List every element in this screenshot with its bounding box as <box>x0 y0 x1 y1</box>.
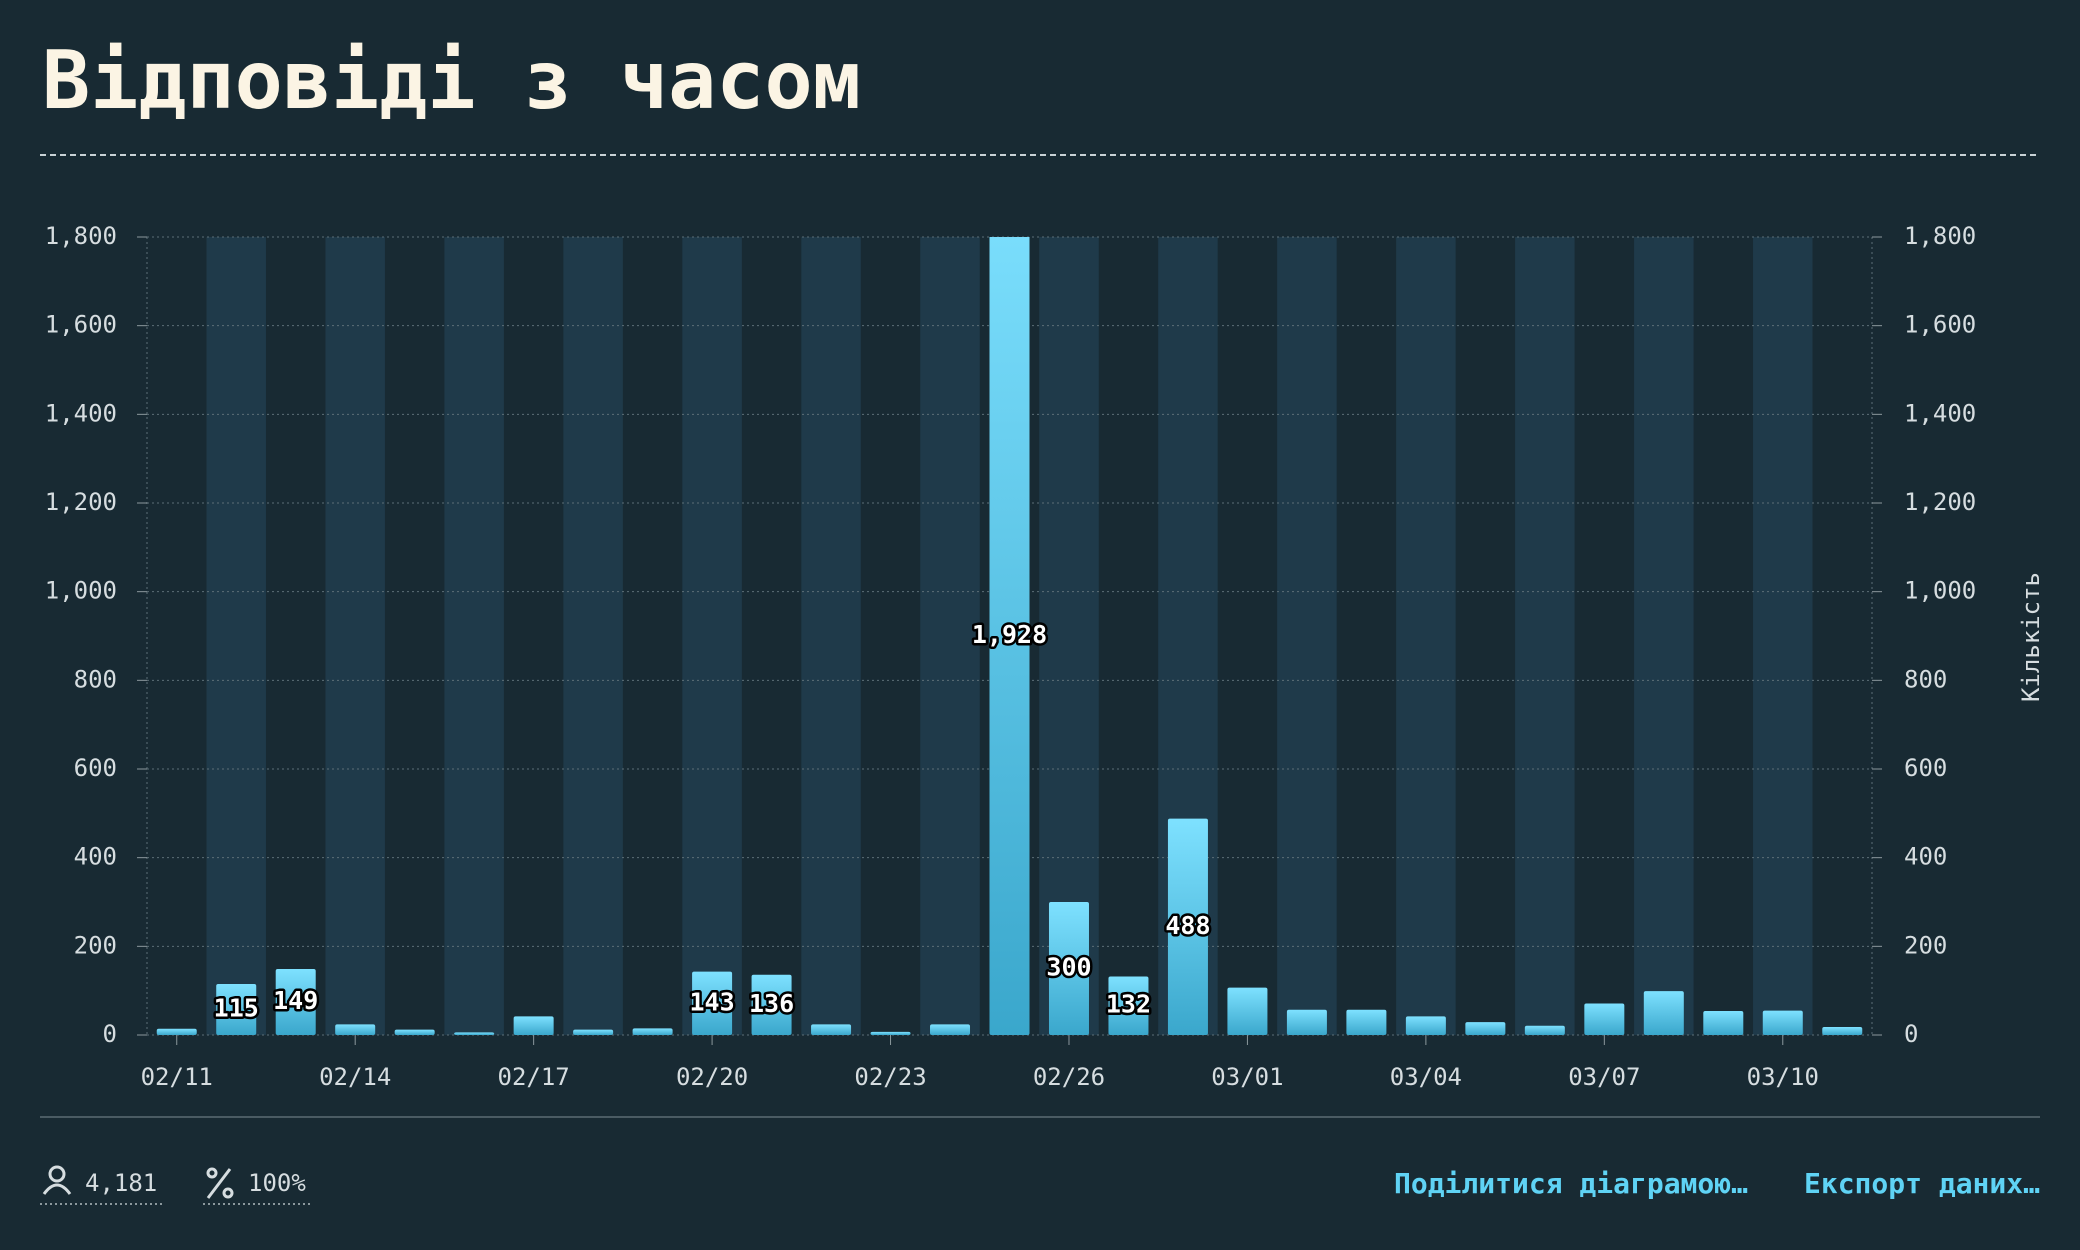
data-label: 300 <box>1046 953 1091 982</box>
bar <box>1167 818 1208 1035</box>
bar <box>1703 1011 1744 1035</box>
bar <box>1108 976 1149 1035</box>
bar <box>1346 1009 1387 1035</box>
y-tick-label: 400 <box>74 843 117 871</box>
percent-icon <box>206 1167 234 1199</box>
y-tick-label: 0 <box>103 1020 117 1048</box>
column-band <box>1634 237 1694 1035</box>
x-tick-label: 02/23 <box>854 1063 926 1091</box>
bar <box>1762 1010 1803 1035</box>
data-label: 132 <box>1106 990 1151 1019</box>
respondents-icon <box>42 1165 72 1195</box>
column-band <box>206 237 266 1035</box>
completion-rate: 100% <box>248 1169 306 1197</box>
y2-tick-label: 400 <box>1904 843 1947 871</box>
x-tick-label: 03/01 <box>1211 1063 1283 1091</box>
x-tick-label: 03/04 <box>1390 1063 1462 1091</box>
x-tick-label: 03/10 <box>1747 1063 1819 1091</box>
y2-axis-label: Кількість <box>2017 572 2045 702</box>
y2-tick-label: 1,200 <box>1904 488 1976 516</box>
y-tick-label: 1,600 <box>45 311 117 339</box>
column-band <box>1515 237 1575 1035</box>
bar <box>513 1016 554 1035</box>
y-tick-label: 1,000 <box>45 577 117 605</box>
y-tick-label: 200 <box>74 931 117 959</box>
bar <box>335 1024 376 1035</box>
column-band <box>801 237 861 1035</box>
data-label: 488 <box>1165 911 1210 940</box>
data-label: 115 <box>214 994 259 1023</box>
y2-tick-label: 600 <box>1904 754 1947 782</box>
bar <box>1524 1025 1565 1035</box>
bar <box>394 1029 435 1035</box>
bar <box>275 968 316 1035</box>
y-tick-label: 1,200 <box>45 488 117 516</box>
bar <box>1643 991 1684 1035</box>
data-label: 1,928 <box>972 620 1047 649</box>
bar <box>989 237 1030 1035</box>
column-band <box>1753 237 1813 1035</box>
bar <box>632 1028 673 1035</box>
data-label: 136 <box>749 989 794 1018</box>
respondents-count: 4,181 <box>85 1169 157 1197</box>
column-band <box>682 237 742 1035</box>
bar <box>1405 1016 1446 1035</box>
bar <box>156 1028 197 1035</box>
bar <box>811 1024 852 1035</box>
y2-tick-label: 200 <box>1904 931 1947 959</box>
x-tick-label: 02/26 <box>1033 1063 1105 1091</box>
data-label: 143 <box>690 987 735 1016</box>
y2-tick-label: 0 <box>1904 1020 1918 1048</box>
x-tick-label: 02/17 <box>498 1063 570 1091</box>
column-band <box>325 237 385 1035</box>
y-tick-label: 800 <box>74 665 117 693</box>
bar <box>1465 1022 1506 1035</box>
bar <box>930 1024 971 1035</box>
y2-tick-label: 1,000 <box>1904 577 1976 605</box>
bar <box>573 1029 614 1035</box>
bar <box>870 1031 911 1035</box>
column-band <box>920 237 980 1035</box>
bar <box>1822 1027 1863 1035</box>
column-band <box>1277 237 1337 1035</box>
bar <box>1048 902 1089 1035</box>
bar <box>1227 987 1268 1035</box>
x-tick-label: 02/14 <box>319 1063 391 1091</box>
x-tick-label: 02/20 <box>676 1063 748 1091</box>
share-link[interactable]: Поділитися діаграмою… <box>1394 1167 1748 1200</box>
y2-tick-label: 1,600 <box>1904 311 1976 339</box>
x-tick-label: 02/11 <box>141 1063 213 1091</box>
export-link[interactable]: Експорт даних… <box>1804 1167 2040 1200</box>
y2-tick-label: 800 <box>1904 665 1947 693</box>
y2-tick-label: 1,400 <box>1904 399 1976 427</box>
y-tick-label: 1,800 <box>45 222 117 250</box>
bar <box>454 1032 495 1035</box>
bar <box>216 984 257 1035</box>
x-tick-label: 03/07 <box>1568 1063 1640 1091</box>
column-band <box>444 237 504 1035</box>
chart-title: Відповіді з часом <box>42 34 861 127</box>
y-tick-label: 600 <box>74 754 117 782</box>
bar <box>1286 1009 1327 1035</box>
column-band <box>1396 237 1456 1035</box>
y2-tick-label: 1,800 <box>1904 222 1976 250</box>
data-label: 149 <box>273 986 318 1015</box>
y-tick-label: 1,400 <box>45 399 117 427</box>
bar <box>751 974 792 1035</box>
column-band <box>563 237 623 1035</box>
bar <box>1584 1003 1625 1035</box>
bar <box>692 971 733 1035</box>
